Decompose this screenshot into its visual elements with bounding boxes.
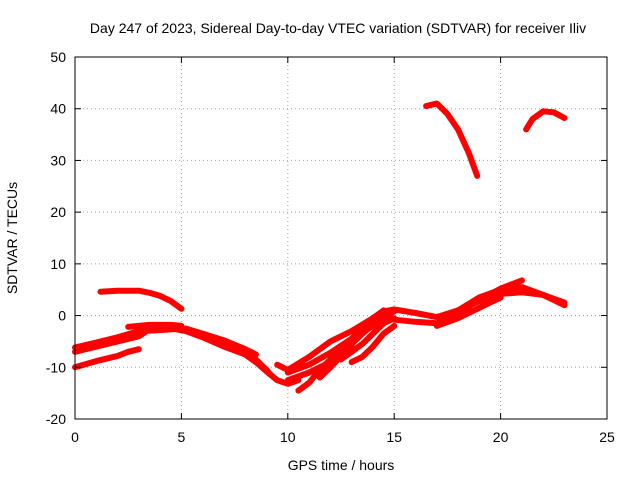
y-tick-label: 10 (50, 256, 66, 272)
gridlines (75, 57, 607, 419)
series-track-12 (295, 307, 387, 394)
series-track-3 (72, 329, 149, 355)
y-tick-label: 0 (58, 308, 66, 324)
y-tick-label: -10 (46, 359, 66, 375)
series-track-9 (274, 289, 568, 373)
y-tick-label: -20 (46, 411, 66, 427)
series-track-4 (97, 287, 185, 312)
series-track-16 (423, 100, 481, 179)
chart-title: Day 247 of 2023, Sidereal Day-to-day VTE… (90, 20, 586, 36)
series-track-13 (316, 308, 398, 381)
x-tick-label: 15 (386, 429, 402, 445)
series-tracks (72, 100, 568, 394)
x-tick-label: 5 (178, 429, 186, 445)
y-tick-label: 30 (50, 152, 66, 168)
x-tick-label: 0 (71, 429, 79, 445)
axis-ticks: 0 5 10 15 20 25 -20 -10 0 10 20 30 40 50 (46, 49, 615, 445)
y-tick-label: 50 (50, 49, 66, 65)
y-axis-title: SDTVAR / TECUs (4, 182, 20, 294)
x-tick-label: 25 (599, 429, 615, 445)
series-track-5 (125, 321, 185, 330)
series-track-14 (338, 315, 398, 363)
series-track-18 (433, 294, 504, 329)
series-track-17 (523, 108, 568, 133)
series-track-15 (348, 322, 398, 366)
x-tick-label: 10 (280, 429, 296, 445)
series-track-2 (72, 346, 142, 371)
series-track-19 (455, 284, 568, 314)
y-tick-label: 20 (50, 204, 66, 220)
series-track-1 (72, 326, 259, 366)
plot-frame (74, 56, 608, 420)
x-tick-label: 20 (493, 429, 509, 445)
y-tick-label: 40 (50, 101, 66, 117)
x-axis-title: GPS time / hours (288, 457, 395, 473)
series-track-8 (242, 347, 274, 378)
